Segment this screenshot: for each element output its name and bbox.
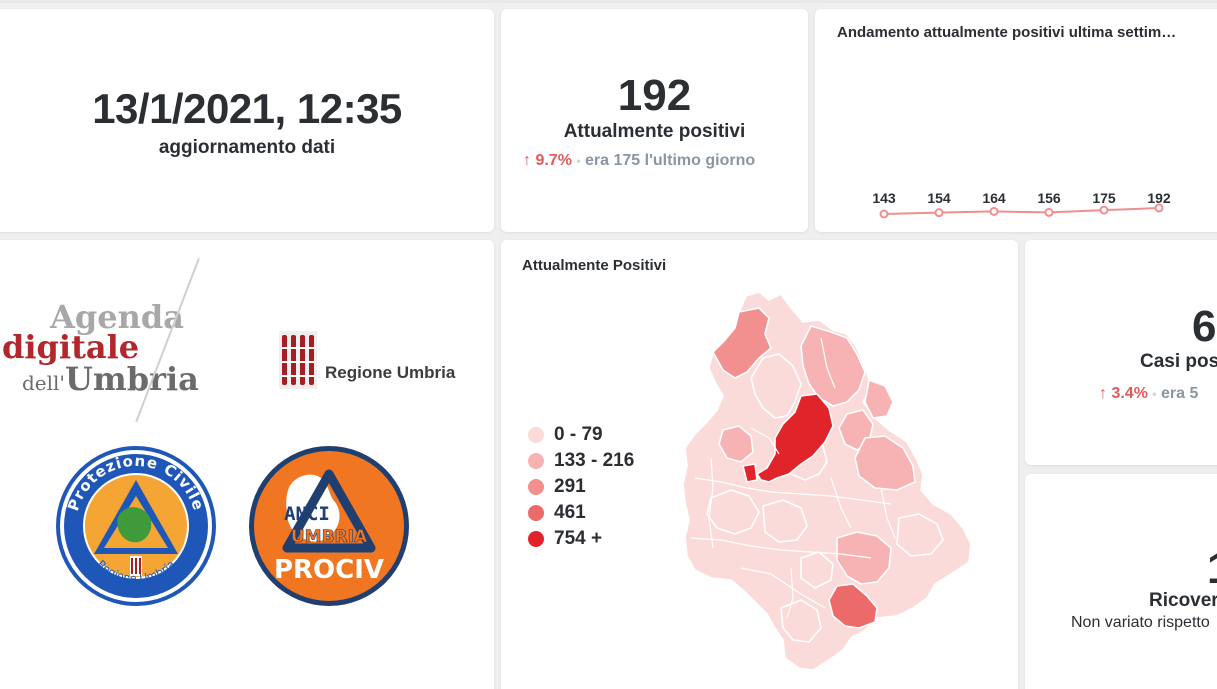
map-region [742, 463, 758, 483]
legend-swatch [528, 479, 544, 495]
positivi-value: 192 [617, 71, 692, 120]
positivi-prev: era 175 [585, 152, 641, 169]
update-label: aggiornamento dati [158, 137, 336, 158]
legend-label: 133 - 216 [554, 450, 635, 471]
legend-item: 461 [528, 500, 634, 526]
svg-text:PROCIV: PROCIV [274, 555, 384, 585]
legend-swatch [528, 453, 544, 469]
ricoveri-value: 1 [1207, 544, 1217, 594]
map-legend: 0 - 79 133 - 216 291 461 754 + [528, 422, 634, 552]
ricoveri-card: 1 Ricoveri Non variato rispetto [1025, 474, 1217, 689]
ricoveri-sub: Non variato rispetto [1071, 614, 1210, 631]
casi-trend: ↑ 3.4% • era 5 [1099, 385, 1198, 403]
sparkline-label: 164 [982, 190, 1006, 206]
svg-text:UMBRIA: UMBRIA [291, 527, 368, 547]
map-region [896, 513, 944, 557]
map-region [712, 307, 772, 379]
svg-text:ANCI: ANCI [284, 503, 330, 525]
protezione-civile-logo: Protezione Civile Regione Umbria [56, 446, 216, 606]
positivi-trend: ↑ 9.7% • era 175 l'ultimo giorno [523, 152, 755, 170]
sparkline-point [1154, 203, 1164, 213]
regione-umbria-logo: Regione Umbria [279, 331, 455, 389]
map-region [762, 499, 808, 543]
separator-dot: • [576, 154, 581, 168]
casi-value: 6 [1192, 302, 1217, 351]
map-region [864, 379, 894, 419]
positivi-pct: 9.7% [535, 152, 572, 169]
trend-title: Andamento attualmente positivi ultima se… [837, 24, 1177, 41]
sparkline-label: 154 [927, 190, 951, 206]
map-region [718, 425, 754, 463]
sparkline-label: 192 [1147, 190, 1171, 206]
legend-item: 754 + [528, 526, 634, 552]
sparkline-label: 143 [872, 190, 896, 206]
map-region [854, 435, 916, 491]
sparkline-point [934, 208, 944, 218]
legend-label: 0 - 79 [554, 424, 603, 445]
positivi-period: l'ultimo giorno [644, 152, 756, 169]
sparkline-point [989, 206, 999, 216]
sparkline-label: 175 [1092, 190, 1116, 206]
legend-label: 461 [554, 502, 586, 523]
umbria-choropleth-map[interactable] [651, 278, 1001, 678]
positivi-label: Attualmente positivi [563, 121, 746, 142]
sparkline-point [1099, 205, 1109, 215]
legend-swatch [528, 427, 544, 443]
sparkline-point [1044, 207, 1054, 217]
sparkline-line [883, 207, 1160, 215]
map-title: Attualmente Positivi [522, 257, 667, 274]
top-border [0, 0, 1217, 3]
arrow-up-icon: ↑ [523, 152, 531, 169]
regione-emblem-icon [279, 331, 317, 389]
map-region [780, 599, 822, 643]
anci-umbria-prociv-logo: ANCI UMBRIA PROCIV [249, 446, 409, 606]
map-region [756, 393, 834, 483]
legend-label: 291 [554, 476, 586, 497]
trend-card: Andamento attualmente positivi ultima se… [815, 9, 1217, 232]
positivi-card: 192 Attualmente positivi ↑ 9.7% • era 17… [501, 9, 808, 232]
legend-swatch [528, 505, 544, 521]
legend-item: 133 - 216 [528, 448, 634, 474]
casi-card: 6 Casi posi ↑ 3.4% • era 5 [1025, 240, 1217, 465]
casi-pct: 3.4% [1111, 385, 1148, 402]
map-region [706, 489, 760, 535]
legend-swatch [528, 531, 544, 547]
update-datetime: 13/1/2021, 12:35 [92, 85, 402, 132]
agenda-digitale-logo: Agenda digitale dell'Umbria [2, 298, 199, 398]
map-region [750, 353, 802, 419]
update-card: 13/1/2021, 12:35 aggiornamento dati [0, 9, 494, 232]
arrow-up-icon: ↑ [1099, 385, 1107, 402]
sparkline-point [879, 209, 889, 219]
sparkline-label: 156 [1037, 190, 1061, 206]
legend-label: 754 + [554, 528, 603, 549]
map-region [836, 531, 892, 585]
map-region [800, 325, 866, 407]
legend-item: 291 [528, 474, 634, 500]
casi-prev: era 5 [1161, 385, 1199, 402]
ricoveri-label: Ricoveri [1149, 590, 1217, 611]
separator-dot: • [1152, 387, 1157, 401]
legend-item: 0 - 79 [528, 422, 634, 448]
trend-sparkline: 143 154 164 156 175 192 [872, 190, 1171, 219]
map-card: Attualmente Positivi 0 - 79 133 - 216 291 4… [501, 240, 1018, 689]
logos-card: Agenda digitale dell'Umbria Regione Umbr… [0, 240, 494, 689]
map-region [828, 583, 878, 629]
casi-label: Casi posi [1140, 351, 1217, 372]
